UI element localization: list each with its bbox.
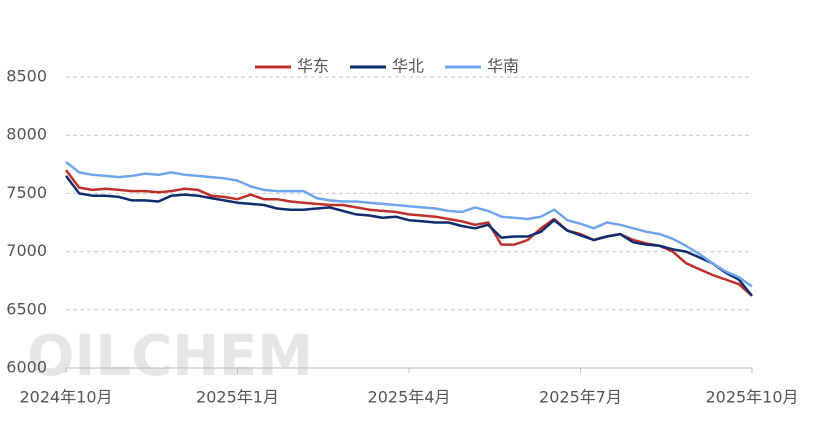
series-line <box>65 169 753 297</box>
legend-label: 华南 <box>487 57 519 76</box>
legend-label: 华东 <box>297 57 329 76</box>
x-tick-label: 2025年10月 <box>705 388 798 407</box>
x-tick-label: 2025年1月 <box>196 388 279 407</box>
legend-label: 华北 <box>392 57 424 76</box>
y-tick-label: 7500 <box>6 183 47 202</box>
y-tick-label: 8500 <box>6 67 47 86</box>
y-tick-label: 7000 <box>6 241 47 260</box>
x-tick-label: 2025年7月 <box>539 388 622 407</box>
y-tick-label: 6500 <box>6 299 47 318</box>
y-tick-label: 6000 <box>6 358 47 377</box>
watermark: OILCHEM <box>27 324 313 389</box>
series-line <box>65 161 753 288</box>
x-tick-label: 2024年10月 <box>19 388 112 407</box>
series-line <box>65 175 753 297</box>
x-tick-label: 2025年4月 <box>368 388 451 407</box>
y-tick-label: 8000 <box>6 125 47 144</box>
